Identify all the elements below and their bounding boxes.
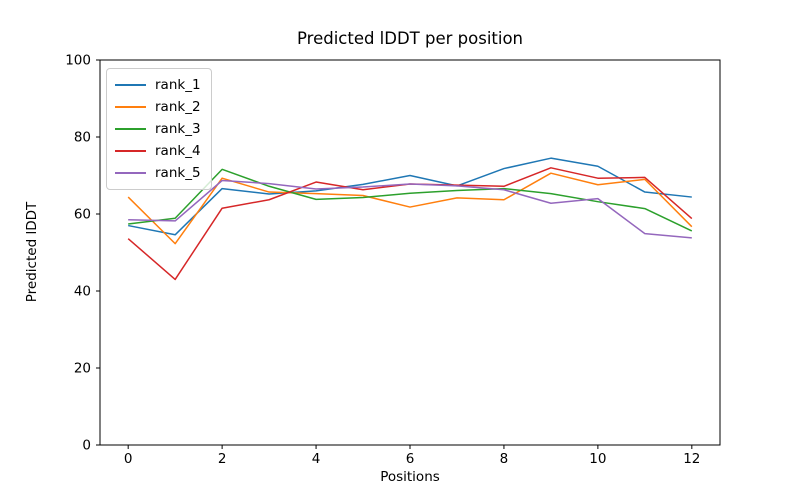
legend-label: rank_1 — [155, 77, 201, 93]
x-tick-label: 8 — [500, 451, 509, 467]
x-tick-label: 6 — [406, 451, 415, 467]
y-tick-label: 20 — [74, 361, 91, 377]
legend-label: rank_2 — [155, 99, 201, 115]
legend-item-rank_4: rank_4 — [115, 140, 201, 162]
legend-line-swatch — [115, 106, 146, 108]
legend-line-swatch — [115, 150, 146, 152]
y-tick-label: 40 — [74, 284, 91, 300]
legend-label: rank_3 — [155, 121, 201, 137]
legend-label: rank_4 — [155, 143, 201, 159]
x-tick-label: 10 — [589, 451, 606, 467]
legend-label: rank_5 — [155, 165, 201, 181]
chart-title: Predicted lDDT per position — [296, 29, 524, 48]
x-tick-label: 4 — [312, 451, 321, 467]
x-tick-label: 0 — [124, 451, 133, 467]
x-axis-label: Positions — [380, 469, 440, 485]
legend: rank_1 rank_2 rank_3 rank_4 rank_5 — [106, 68, 212, 190]
legend-item-rank_5: rank_5 — [115, 162, 201, 184]
x-tick-label: 2 — [218, 451, 227, 467]
y-axis-label: Predicted lDDT — [24, 201, 40, 303]
series-line-rank_5 — [128, 179, 692, 239]
legend-line-swatch — [115, 128, 146, 130]
series-line-rank_3 — [128, 168, 693, 232]
y-tick-label: 0 — [82, 438, 91, 454]
legend-line-swatch — [115, 172, 146, 174]
y-tick-label: 60 — [74, 207, 91, 223]
y-tick-label: 80 — [74, 130, 91, 146]
y-tick-label: 100 — [65, 53, 91, 69]
legend-item-rank_1: rank_1 — [115, 74, 201, 96]
series-line-rank_1 — [128, 157, 692, 236]
series-line-rank_2 — [127, 172, 693, 245]
x-tick-label: 12 — [683, 451, 700, 467]
legend-line-swatch — [115, 84, 146, 86]
legend-item-rank_2: rank_2 — [115, 96, 201, 118]
legend-item-rank_3: rank_3 — [115, 118, 201, 140]
